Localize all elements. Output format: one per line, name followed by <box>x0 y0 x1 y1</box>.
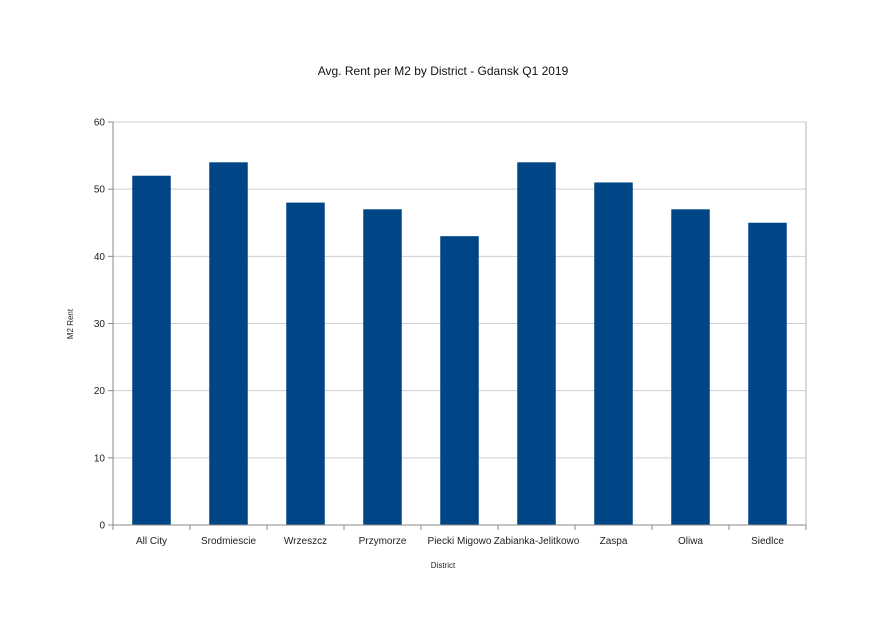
x-tick-label: Wrzeszcz <box>284 536 327 547</box>
bars <box>132 162 787 526</box>
x-tick-label: Zaspa <box>600 536 628 547</box>
bar-2 <box>286 202 325 525</box>
bar-0 <box>132 175 171 525</box>
x-tick-label: Siedlce <box>751 536 784 547</box>
x-tick-label: Srodmiescie <box>201 536 256 547</box>
tick-marks <box>108 121 807 530</box>
x-tick-labels: All City Srodmiescie Wrzeszcz Przymorze Piec… <box>136 536 784 547</box>
y-tick-label: 60 <box>94 118 106 129</box>
bar-3 <box>363 209 402 526</box>
y-tick-label: 20 <box>94 386 106 397</box>
x-axis-title: District <box>431 561 456 570</box>
bar-5 <box>517 162 556 526</box>
y-tick-label: 10 <box>94 453 106 464</box>
y-axis-title: M2 Rent <box>66 308 75 339</box>
bar-7 <box>671 209 710 526</box>
y-tick-label: 50 <box>94 185 106 196</box>
y-tick-label: 30 <box>94 319 106 330</box>
bar-4 <box>440 236 479 525</box>
bar-8 <box>748 222 787 525</box>
x-tick-label: Piecki Migowo <box>428 536 492 547</box>
y-tick-label: 40 <box>94 252 106 263</box>
x-tick-label: Przymorze <box>359 536 407 547</box>
y-tick-label: 0 <box>99 521 105 532</box>
bar-1 <box>209 162 248 526</box>
x-tick-label: Oliwa <box>678 536 703 547</box>
x-tick-label: Zabianka-Jelitkowo <box>494 536 580 547</box>
chart-title: Avg. Rent per M2 by District - Gdansk Q1… <box>318 64 569 78</box>
x-tick-label: All City <box>136 536 167 547</box>
y-tick-labels: 0 10 20 30 40 50 60 <box>94 118 106 532</box>
bar-6 <box>594 182 633 525</box>
